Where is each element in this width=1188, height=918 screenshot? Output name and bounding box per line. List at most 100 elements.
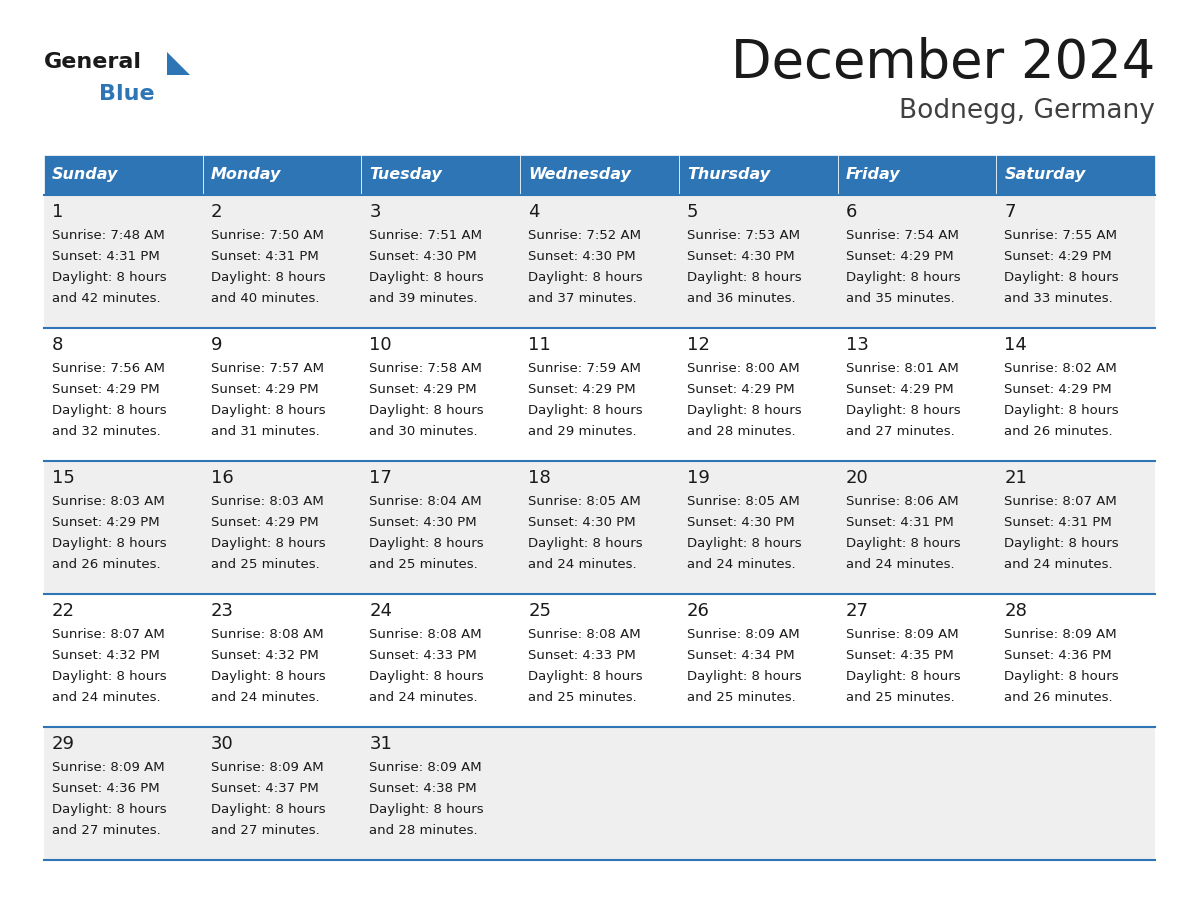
Text: 19: 19 [687, 469, 709, 487]
Text: Daylight: 8 hours: Daylight: 8 hours [369, 537, 484, 550]
Text: 23: 23 [210, 602, 234, 620]
Text: Sunset: 4:35 PM: Sunset: 4:35 PM [846, 649, 953, 662]
Text: Sunset: 4:29 PM: Sunset: 4:29 PM [687, 383, 795, 396]
Text: Sunset: 4:37 PM: Sunset: 4:37 PM [210, 782, 318, 795]
Text: Sunrise: 7:56 AM: Sunrise: 7:56 AM [52, 362, 165, 375]
Text: Sunrise: 7:52 AM: Sunrise: 7:52 AM [529, 229, 642, 242]
Text: Sunrise: 8:00 AM: Sunrise: 8:00 AM [687, 362, 800, 375]
Text: Daylight: 8 hours: Daylight: 8 hours [210, 404, 326, 417]
Text: Sunrise: 7:48 AM: Sunrise: 7:48 AM [52, 229, 165, 242]
Text: Sunset: 4:33 PM: Sunset: 4:33 PM [529, 649, 636, 662]
Text: and 37 minutes.: and 37 minutes. [529, 292, 637, 305]
Text: Sunset: 4:31 PM: Sunset: 4:31 PM [52, 250, 159, 263]
Text: Blue: Blue [99, 84, 154, 104]
Text: Sunrise: 7:57 AM: Sunrise: 7:57 AM [210, 362, 323, 375]
Text: Sunset: 4:29 PM: Sunset: 4:29 PM [846, 250, 953, 263]
Text: Sunrise: 7:59 AM: Sunrise: 7:59 AM [529, 362, 642, 375]
Text: Sunset: 4:38 PM: Sunset: 4:38 PM [369, 782, 478, 795]
Text: Sunrise: 7:54 AM: Sunrise: 7:54 AM [846, 229, 959, 242]
Text: Tuesday: Tuesday [369, 167, 442, 183]
Text: and 39 minutes.: and 39 minutes. [369, 292, 478, 305]
Text: 13: 13 [846, 336, 868, 354]
Text: and 24 minutes.: and 24 minutes. [529, 558, 637, 571]
Text: Saturday: Saturday [1004, 167, 1086, 183]
Text: and 40 minutes.: and 40 minutes. [210, 292, 320, 305]
Text: 17: 17 [369, 469, 392, 487]
Text: Sunset: 4:32 PM: Sunset: 4:32 PM [210, 649, 318, 662]
Text: and 26 minutes.: and 26 minutes. [1004, 425, 1113, 438]
Text: Daylight: 8 hours: Daylight: 8 hours [210, 271, 326, 284]
Text: Thursday: Thursday [687, 167, 770, 183]
Text: Sunset: 4:34 PM: Sunset: 4:34 PM [687, 649, 795, 662]
Text: and 42 minutes.: and 42 minutes. [52, 292, 160, 305]
Text: Daylight: 8 hours: Daylight: 8 hours [52, 404, 166, 417]
Bar [44, 155, 203, 195]
Text: and 26 minutes.: and 26 minutes. [1004, 691, 1113, 704]
Text: 4: 4 [529, 203, 539, 221]
Bar [44, 461, 1155, 594]
Text: Sunset: 4:29 PM: Sunset: 4:29 PM [846, 383, 953, 396]
Text: Sunset: 4:30 PM: Sunset: 4:30 PM [687, 516, 795, 529]
Text: 24: 24 [369, 602, 392, 620]
Text: 7: 7 [1004, 203, 1016, 221]
Text: 14: 14 [1004, 336, 1028, 354]
Text: Sunset: 4:29 PM: Sunset: 4:29 PM [529, 383, 636, 396]
Text: and 35 minutes.: and 35 minutes. [846, 292, 954, 305]
Text: and 30 minutes.: and 30 minutes. [369, 425, 478, 438]
Text: Daylight: 8 hours: Daylight: 8 hours [846, 404, 960, 417]
Text: Daylight: 8 hours: Daylight: 8 hours [52, 670, 166, 683]
Text: Sunrise: 8:06 AM: Sunrise: 8:06 AM [846, 495, 959, 508]
Text: Sunset: 4:29 PM: Sunset: 4:29 PM [210, 516, 318, 529]
Text: 30: 30 [210, 735, 234, 753]
Text: Monday: Monday [210, 167, 282, 183]
Text: Sunrise: 7:51 AM: Sunrise: 7:51 AM [369, 229, 482, 242]
Text: and 27 minutes.: and 27 minutes. [846, 425, 954, 438]
Text: Sunset: 4:29 PM: Sunset: 4:29 PM [210, 383, 318, 396]
Text: Daylight: 8 hours: Daylight: 8 hours [687, 537, 802, 550]
Text: Sunset: 4:29 PM: Sunset: 4:29 PM [1004, 383, 1112, 396]
Text: 16: 16 [210, 469, 234, 487]
Text: Sunrise: 8:09 AM: Sunrise: 8:09 AM [846, 628, 959, 641]
Text: Sunrise: 8:08 AM: Sunrise: 8:08 AM [369, 628, 482, 641]
Text: and 28 minutes.: and 28 minutes. [369, 824, 478, 837]
Text: and 33 minutes.: and 33 minutes. [1004, 292, 1113, 305]
Text: Sunrise: 8:09 AM: Sunrise: 8:09 AM [1004, 628, 1117, 641]
Text: Sunset: 4:29 PM: Sunset: 4:29 PM [1004, 250, 1112, 263]
Text: Sunset: 4:36 PM: Sunset: 4:36 PM [1004, 649, 1112, 662]
Text: Daylight: 8 hours: Daylight: 8 hours [529, 670, 643, 683]
Text: Sunset: 4:29 PM: Sunset: 4:29 PM [369, 383, 478, 396]
Text: and 28 minutes.: and 28 minutes. [687, 425, 796, 438]
Text: Sunset: 4:30 PM: Sunset: 4:30 PM [369, 516, 478, 529]
Bar [678, 155, 838, 195]
Text: Sunrise: 8:01 AM: Sunrise: 8:01 AM [846, 362, 959, 375]
Text: 8: 8 [52, 336, 63, 354]
Bar [44, 195, 1155, 328]
Text: Sunrise: 8:03 AM: Sunrise: 8:03 AM [52, 495, 165, 508]
Text: Daylight: 8 hours: Daylight: 8 hours [369, 271, 484, 284]
Text: and 25 minutes.: and 25 minutes. [846, 691, 954, 704]
Text: Sunrise: 8:05 AM: Sunrise: 8:05 AM [529, 495, 640, 508]
Text: Sunrise: 7:50 AM: Sunrise: 7:50 AM [210, 229, 323, 242]
Text: and 24 minutes.: and 24 minutes. [52, 691, 160, 704]
Text: Daylight: 8 hours: Daylight: 8 hours [1004, 271, 1119, 284]
Text: and 24 minutes.: and 24 minutes. [210, 691, 320, 704]
Text: Daylight: 8 hours: Daylight: 8 hours [846, 537, 960, 550]
Text: Daylight: 8 hours: Daylight: 8 hours [210, 670, 326, 683]
Text: and 25 minutes.: and 25 minutes. [687, 691, 796, 704]
Text: 18: 18 [529, 469, 551, 487]
Text: 2: 2 [210, 203, 222, 221]
Text: Sunrise: 8:09 AM: Sunrise: 8:09 AM [369, 761, 482, 774]
Text: Friday: Friday [846, 167, 901, 183]
Text: Daylight: 8 hours: Daylight: 8 hours [369, 404, 484, 417]
Text: Wednesday: Wednesday [529, 167, 631, 183]
Text: and 27 minutes.: and 27 minutes. [210, 824, 320, 837]
Polygon shape [168, 52, 190, 75]
Text: 31: 31 [369, 735, 392, 753]
Text: Daylight: 8 hours: Daylight: 8 hours [687, 271, 802, 284]
Text: Daylight: 8 hours: Daylight: 8 hours [369, 803, 484, 816]
Text: Sunset: 4:29 PM: Sunset: 4:29 PM [52, 383, 159, 396]
Text: and 25 minutes.: and 25 minutes. [210, 558, 320, 571]
Text: Sunset: 4:31 PM: Sunset: 4:31 PM [1004, 516, 1112, 529]
Text: Sunrise: 8:08 AM: Sunrise: 8:08 AM [210, 628, 323, 641]
Text: Sunday: Sunday [52, 167, 119, 183]
